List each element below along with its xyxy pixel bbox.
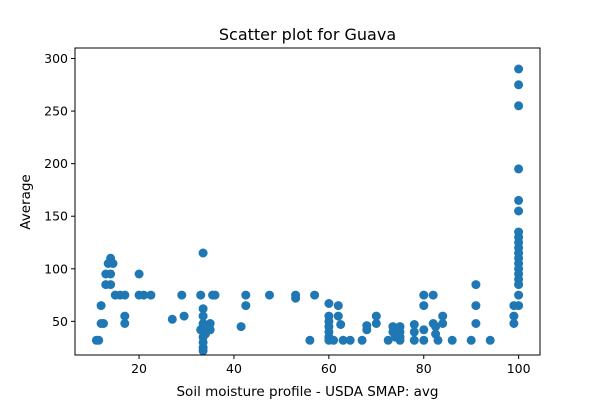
y-tick-label: 150 [44, 209, 68, 224]
data-point [94, 335, 104, 345]
y-tick-label: 200 [44, 156, 68, 171]
data-point [291, 293, 301, 303]
data-point [428, 290, 438, 300]
data-point [514, 101, 524, 111]
data-point [514, 164, 524, 174]
data-point [96, 301, 106, 311]
data-point [509, 319, 519, 328]
data-point [177, 290, 187, 300]
x-axis-label: Soil moisture profile - USDA SMAP: avg [176, 384, 438, 400]
data-point [362, 325, 372, 335]
data-point [179, 311, 189, 321]
data-point [514, 206, 524, 216]
data-point [333, 311, 343, 321]
data-point [310, 290, 320, 300]
data-point [514, 195, 524, 205]
data-point [409, 335, 419, 345]
chart-title: Scatter plot for Guava [219, 25, 396, 44]
y-tick-label: 100 [44, 261, 68, 276]
data-point [134, 269, 144, 279]
y-axis-label: Average [18, 174, 34, 229]
data-point [198, 311, 208, 321]
data-point [471, 280, 481, 290]
plot-area-frame [74, 47, 541, 356]
data-point [146, 290, 156, 300]
data-point [120, 311, 130, 321]
data-point [419, 325, 429, 335]
data-point [108, 259, 118, 268]
data-point [371, 311, 381, 321]
data-point [431, 322, 441, 332]
data-point [120, 319, 130, 328]
x-tick-label: 20 [131, 361, 147, 376]
data-point [265, 290, 274, 300]
x-tick-label: 80 [416, 361, 432, 376]
data-point [198, 304, 208, 314]
y-tick-label: 250 [44, 104, 68, 119]
data-point [106, 269, 116, 279]
data-point [514, 301, 524, 311]
x-tick-label: 40 [226, 361, 242, 376]
data-point [438, 319, 448, 328]
data-point [514, 80, 524, 90]
data-point [205, 319, 215, 328]
data-point [345, 335, 355, 345]
data-point [338, 335, 348, 345]
data-point [509, 311, 519, 321]
data-point [329, 335, 339, 345]
data-point [241, 290, 251, 300]
y-tick-label: 50 [52, 314, 68, 329]
data-point [357, 335, 367, 345]
data-point [409, 320, 419, 329]
data-point [466, 335, 476, 345]
data-point [305, 335, 315, 345]
data-point [395, 335, 405, 345]
x-tick-label: 60 [321, 361, 337, 376]
data-point [419, 301, 429, 311]
x-axis-ticks: 20 40 60 80 100 [131, 355, 531, 376]
data-point [471, 301, 481, 311]
data-point [514, 280, 524, 290]
data-point [471, 319, 481, 328]
data-point [198, 346, 208, 356]
data-point [447, 335, 457, 345]
data-point [383, 335, 393, 345]
data-point [433, 335, 443, 345]
data-point [438, 311, 448, 321]
data-point [336, 320, 346, 329]
data-point [241, 301, 251, 311]
points-layer [91, 64, 524, 356]
data-point [210, 290, 220, 300]
x-tick-label: 100 [507, 361, 531, 376]
data-point [514, 290, 524, 300]
data-point [485, 335, 495, 345]
data-point [324, 299, 334, 308]
data-point [371, 319, 381, 328]
data-point [106, 280, 116, 290]
y-axis-ticks: 50 100 150 200 250 300 [44, 51, 75, 329]
data-point [409, 327, 419, 337]
data-point [99, 319, 108, 328]
data-point [167, 314, 177, 324]
data-point [139, 290, 149, 300]
data-point [120, 290, 130, 300]
data-point [333, 301, 343, 311]
data-point [196, 290, 206, 300]
data-point [205, 325, 215, 335]
data-point [419, 290, 429, 300]
y-tick-label: 300 [44, 51, 68, 66]
data-point [198, 248, 208, 258]
data-point [514, 64, 524, 74]
data-point [236, 322, 246, 332]
data-point [419, 335, 429, 345]
